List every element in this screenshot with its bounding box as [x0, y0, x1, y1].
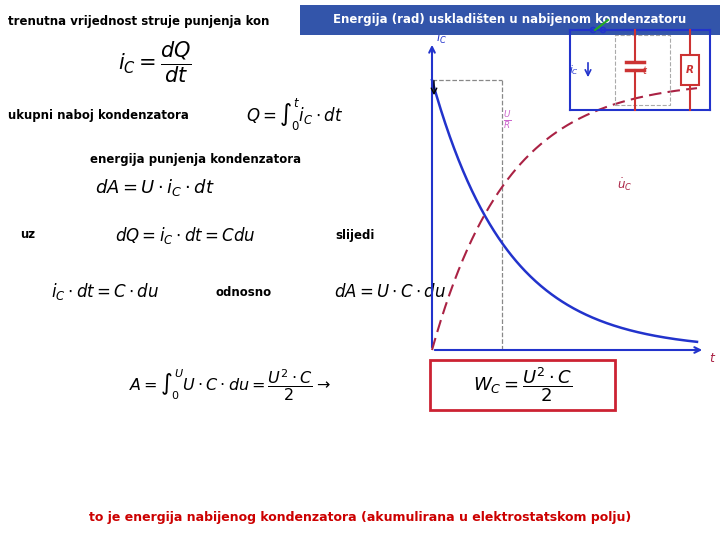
- Bar: [300, 5, 720, 35]
- Text: $W_C = \dfrac{U^2 \cdot C}{2}$: $W_C = \dfrac{U^2 \cdot C}{2}$: [473, 366, 572, 404]
- Text: energija punjenja kondenzatora: energija punjenja kondenzatora: [90, 153, 301, 166]
- Text: $i_C = \dfrac{dQ}{dt}$: $i_C = \dfrac{dQ}{dt}$: [118, 39, 192, 85]
- Text: $\dot{u}_C$: $\dot{u}_C$: [617, 177, 632, 193]
- Text: ukupni naboj kondenzatora: ukupni naboj kondenzatora: [8, 109, 189, 122]
- Text: $i_C \cdot dt = C \cdot du$: $i_C \cdot dt = C \cdot du$: [51, 281, 159, 302]
- Text: $A = \int_0^U U \cdot C \cdot du = \dfrac{U^2 \cdot C}{2} \rightarrow$: $A = \int_0^U U \cdot C \cdot du = \dfra…: [129, 367, 330, 403]
- Bar: [430, 360, 615, 410]
- Text: $dQ = i_C \cdot dt = Cdu$: $dQ = i_C \cdot dt = Cdu$: [114, 225, 256, 246]
- Text: slijedi: slijedi: [335, 228, 374, 241]
- Bar: [615, 35, 670, 105]
- Text: uz: uz: [20, 228, 35, 241]
- Text: $i_C$: $i_C$: [436, 30, 447, 46]
- Text: $\frac{U}{R}$: $\frac{U}{R}$: [503, 109, 511, 131]
- Bar: [681, 55, 699, 85]
- Text: Energija (rad) uskladišten u nabijenom kondenzatoru: Energija (rad) uskladišten u nabijenom k…: [333, 14, 687, 26]
- Text: $t$: $t$: [642, 64, 648, 76]
- Text: $dA = U \cdot C \cdot du$: $dA = U \cdot C \cdot du$: [334, 283, 446, 301]
- Text: odnosno: odnosno: [215, 286, 271, 299]
- Text: $dA = U \cdot i_C \cdot dt$: $dA = U \cdot i_C \cdot dt$: [95, 178, 215, 199]
- Text: to je energija nabijenog kondenzatora (akumulirana u elektrostatskom polju): to je energija nabijenog kondenzatora (a…: [89, 511, 631, 524]
- Text: $Q = \int_0^t i_C \cdot dt$: $Q = \int_0^t i_C \cdot dt$: [246, 97, 343, 133]
- Text: $i_C$: $i_C$: [569, 63, 579, 77]
- Text: R: R: [686, 65, 694, 75]
- Text: trenutna vrijednost struje punjenja kon: trenutna vrijednost struje punjenja kon: [8, 15, 269, 28]
- Text: $t$: $t$: [709, 352, 716, 365]
